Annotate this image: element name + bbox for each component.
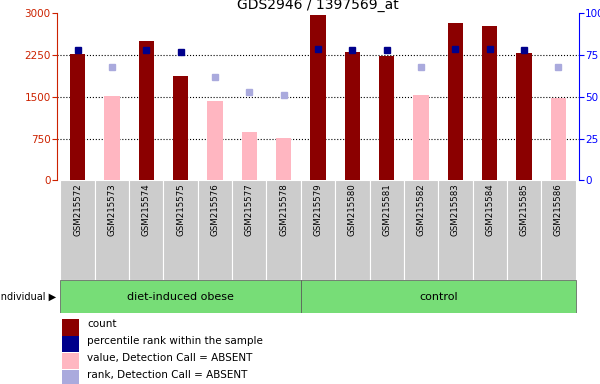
Bar [173,76,188,180]
Text: GSM215583: GSM215583 [451,184,460,236]
Bar [62,370,79,384]
Bar [301,180,335,280]
Text: GSM215573: GSM215573 [107,184,116,236]
Bar [404,180,438,280]
Text: GSM215586: GSM215586 [554,184,563,236]
Text: count: count [87,319,117,329]
Text: GSM215577: GSM215577 [245,184,254,236]
Bar [266,180,301,280]
Bar [242,132,257,180]
Bar [541,180,575,280]
Bar [95,180,129,280]
Text: GSM215580: GSM215580 [348,184,357,236]
Text: GSM215575: GSM215575 [176,184,185,236]
Bar [551,98,566,180]
Text: diet-induced obese: diet-induced obese [127,291,234,302]
Text: GSM215574: GSM215574 [142,184,151,236]
Text: percentile rank within the sample: percentile rank within the sample [87,336,263,346]
Bar [335,180,370,280]
Bar [163,180,198,280]
Bar [438,180,473,280]
Text: control: control [419,291,458,302]
Bar [129,180,163,280]
Bar [507,180,541,280]
Bar [344,53,360,180]
Text: GSM215572: GSM215572 [73,184,82,236]
Bar [473,180,507,280]
Text: GSM215581: GSM215581 [382,184,391,236]
Text: GSM215579: GSM215579 [314,184,323,236]
Text: GSM215578: GSM215578 [279,184,288,236]
Bar [310,15,326,180]
Bar [232,180,266,280]
Bar [482,26,497,180]
Text: GSM215584: GSM215584 [485,184,494,236]
Bar [139,41,154,180]
Bar [104,96,119,180]
Bar [276,137,292,180]
Bar [198,180,232,280]
Bar [62,353,79,369]
Bar [301,280,575,313]
Title: GDS2946 / 1397569_at: GDS2946 / 1397569_at [237,0,399,12]
Text: individual ▶: individual ▶ [0,291,56,302]
Bar [517,53,532,180]
Text: value, Detection Call = ABSENT: value, Detection Call = ABSENT [87,353,253,363]
Bar [61,180,95,280]
Text: GSM215576: GSM215576 [211,184,220,236]
Bar [370,180,404,280]
Bar [379,56,394,180]
Bar [70,54,85,180]
Bar [207,101,223,180]
Bar [413,95,429,180]
Bar [62,319,79,336]
Text: rank, Detection Call = ABSENT: rank, Detection Call = ABSENT [87,369,248,380]
Text: GSM215582: GSM215582 [416,184,425,236]
Bar [61,280,301,313]
Bar [448,23,463,180]
Text: GSM215585: GSM215585 [520,184,529,236]
Bar [62,336,79,353]
